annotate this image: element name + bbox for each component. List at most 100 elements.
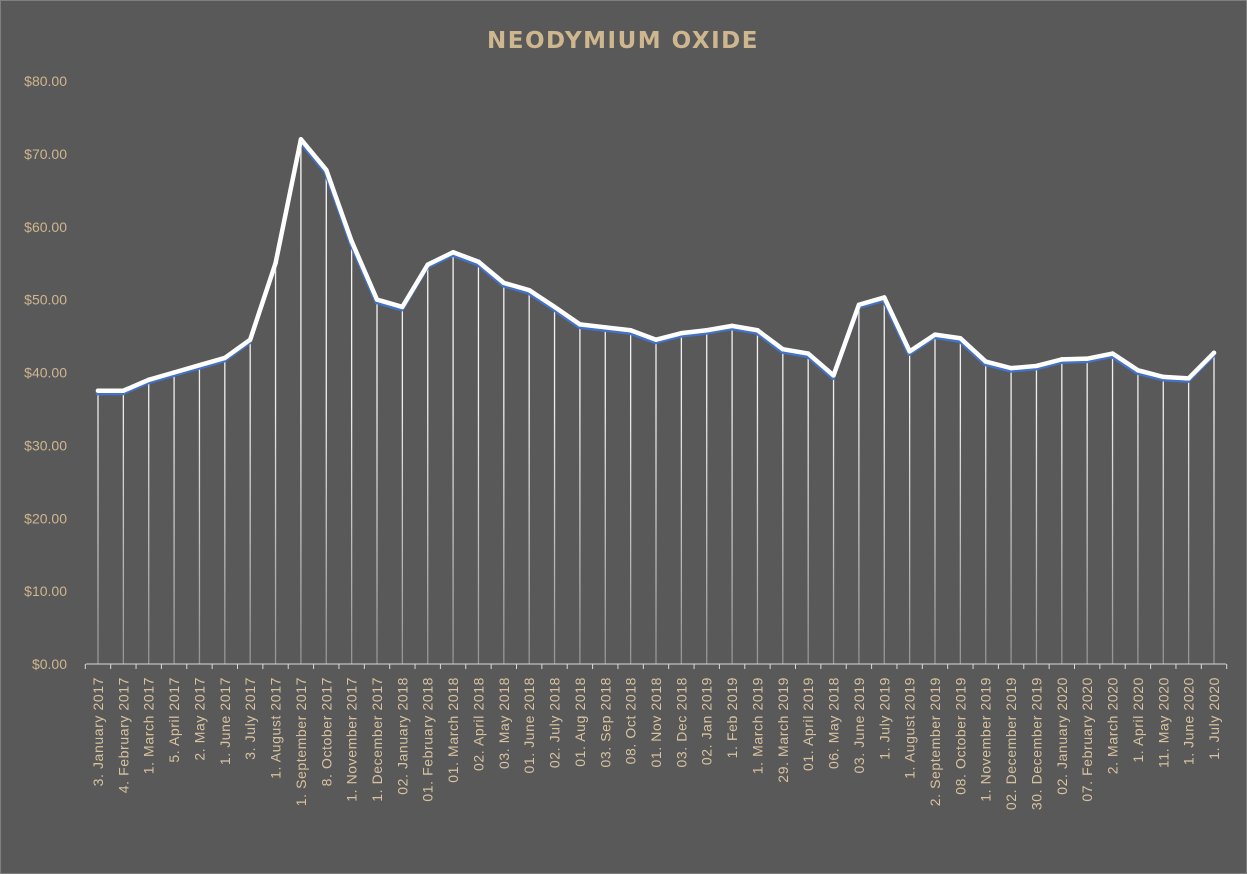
x-tick-label: 30. December 2019: [1028, 677, 1044, 810]
data-point: [222, 355, 228, 361]
data-point: [704, 328, 709, 333]
x-tick-label: 03. Sep 2018: [597, 677, 613, 768]
x-tick-label: 1. July 2019: [876, 677, 892, 760]
data-point: [247, 337, 253, 342]
x-tick-label: 2. September 2019: [927, 677, 943, 806]
y-tick-label: $20.00: [24, 510, 67, 526]
data-point: [374, 297, 380, 302]
data-point: [1034, 363, 1039, 369]
x-tick-label: 03. May 2018: [496, 677, 512, 769]
x-tick-label: 03. June 2019: [851, 677, 867, 774]
x-tick-label: 8. October 2017: [318, 677, 334, 786]
x-tick-label: 01. June 2018: [521, 677, 537, 774]
data-point: [805, 351, 811, 356]
data-point: [95, 388, 101, 393]
x-tick-label: 01. Aug 2018: [572, 677, 588, 767]
x-tick-label: 1. September 2017: [293, 677, 309, 806]
data-point: [932, 332, 938, 337]
data-point: [121, 388, 126, 393]
data-point: [1135, 368, 1141, 373]
x-tick-label: 11. May 2020: [1155, 677, 1171, 768]
data-point: [1110, 351, 1115, 356]
x-tick-label: 2. May 2017: [191, 677, 207, 761]
data-point: [831, 373, 836, 378]
x-tick-label: 4. February 2017: [115, 677, 131, 793]
data-point: [349, 239, 354, 244]
x-tick-label: 1. April 2020: [1130, 677, 1146, 763]
x-tick-label: 02. April 2018: [470, 677, 486, 771]
x-axis-tick-labels: 3. January 2017 4. February 2017 1. March …: [90, 677, 1222, 810]
data-point: [450, 250, 456, 255]
data-point: [780, 346, 786, 352]
x-axis: [84, 663, 1228, 669]
y-tick-label: $10.00: [24, 583, 67, 599]
x-tick-label: 3. January 2017: [90, 677, 106, 786]
x-tick-label: 08. October 2019: [952, 677, 968, 795]
data-point: [425, 262, 430, 267]
data-point: [146, 377, 151, 382]
x-tick-label: 1. December 2017: [369, 677, 385, 802]
x-tick-label: 1. March 2019: [749, 677, 765, 774]
x-tick-label: 01. Nov 2018: [648, 677, 664, 767]
x-tick-label: 29. March 2019: [775, 677, 791, 783]
x-tick-label: 1. June 2017: [217, 677, 233, 765]
data-point: [1008, 365, 1014, 371]
chart-title: NEODYMIUM OXIDE: [487, 28, 759, 54]
x-tick-label: 03. Dec 2018: [673, 677, 689, 767]
data-point: [400, 304, 405, 310]
x-tick-label: 02. January 2020: [1054, 677, 1070, 795]
data-point: [628, 328, 633, 333]
x-tick-label: 02. January 2018: [394, 677, 410, 795]
y-tick-label: $70.00: [24, 146, 67, 162]
data-point: [679, 330, 684, 336]
data-point: [1084, 356, 1090, 361]
data-point: [501, 280, 507, 286]
data-point: [1211, 350, 1217, 356]
y-tick-label: $60.00: [24, 219, 67, 235]
x-tick-label: 3. July 2017: [242, 677, 258, 760]
x-tick-label: 01. March 2018: [445, 677, 461, 783]
data-point: [476, 259, 481, 264]
data-point: [882, 295, 887, 300]
x-tick-label: 1. June 2020: [1181, 677, 1197, 765]
data-point: [983, 359, 988, 364]
x-tick-label: 06. May 2018: [826, 677, 842, 769]
data-point: [1186, 376, 1191, 381]
y-tick-label: $40.00: [24, 365, 67, 381]
x-tick-label: 01. April 2019: [800, 677, 816, 771]
series-layer: [95, 137, 1217, 396]
y-axis-tick-labels: $0.00 $10.00 $20.00 $30.00 $40.00 $50.00 $60.0…: [24, 73, 67, 672]
data-point: [1059, 357, 1065, 362]
data-point: [552, 304, 557, 310]
data-point: [653, 337, 659, 342]
y-tick-label: $0.00: [32, 656, 67, 672]
data-point: [907, 349, 912, 354]
x-tick-label: 1. Feb 2019: [724, 677, 740, 758]
x-tick-label: 1. March 2017: [141, 677, 157, 774]
data-point: [603, 325, 608, 330]
data-point: [273, 260, 278, 266]
data-point: [298, 137, 304, 142]
data-point: [324, 167, 329, 173]
y-tick-label: $30.00: [24, 437, 67, 453]
x-tick-label: 1. August 2019: [902, 677, 918, 779]
x-tick-label: 02. Jan 2019: [699, 677, 715, 765]
data-point: [197, 363, 202, 368]
x-tick-label: 1. August 2017: [268, 677, 284, 779]
drop-lines: [97, 139, 1215, 664]
data-point: [856, 302, 862, 307]
data-point: [958, 336, 963, 341]
data-point: [729, 323, 735, 329]
x-tick-label: 2. March 2020: [1105, 677, 1121, 774]
data-point: [577, 322, 583, 327]
y-tick-label: $80.00: [24, 73, 67, 89]
x-tick-label: 02. July 2018: [547, 677, 563, 768]
x-tick-label: 1. November 2019: [978, 677, 994, 802]
x-tick-label: 01. February 2018: [420, 677, 436, 802]
data-point: [171, 370, 177, 375]
x-tick-label: 1. November 2017: [344, 677, 360, 802]
data-point: [526, 287, 532, 293]
x-tick-label: 1. July 2020: [1206, 677, 1222, 760]
